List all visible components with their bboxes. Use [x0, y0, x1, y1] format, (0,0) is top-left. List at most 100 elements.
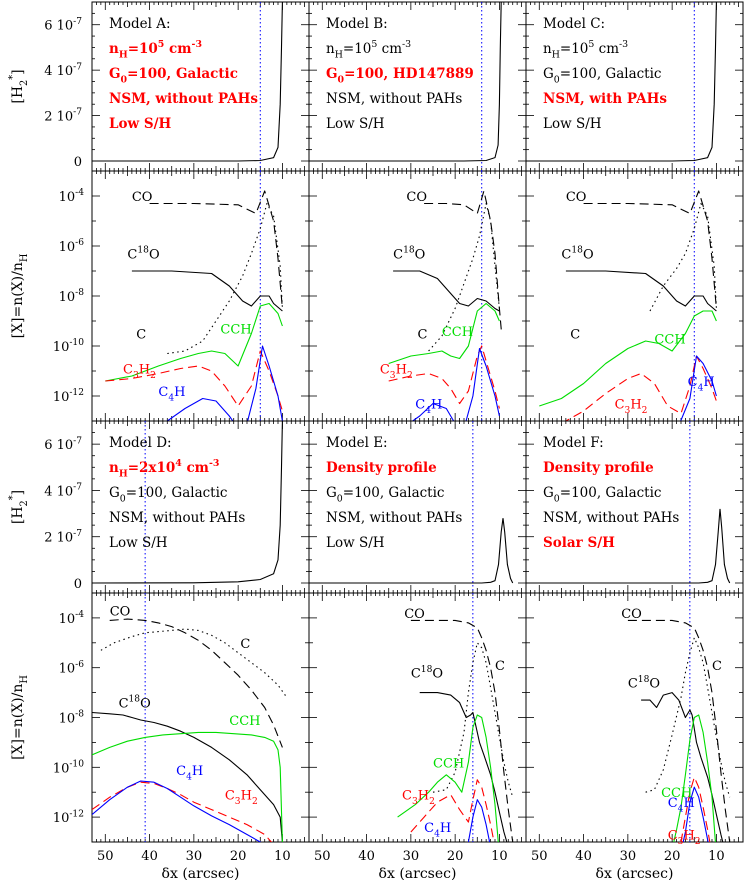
species-label-C4H-F: C4H — [668, 796, 695, 815]
curve-C3H2-A — [105, 350, 283, 412]
species-label-CCH-F: CCH — [661, 786, 692, 801]
h2-tick-label: 0 — [74, 155, 82, 170]
species-label-CO-B: CO — [406, 190, 427, 205]
curve-C-B — [428, 202, 500, 352]
species-label-C3H2-A: C3H2 — [123, 363, 156, 382]
curve-C18O-B — [393, 270, 500, 312]
abundance-axis-title: [X]=n(X)/nH — [10, 254, 30, 339]
h2-tick-label: 6 10-7 — [44, 17, 82, 34]
species-label-C18O-B: C18O — [393, 246, 425, 263]
abundance-panel-frame-F — [525, 592, 744, 843]
species-label-C4H-D: C4H — [176, 764, 203, 783]
model-label-E-0: Model E: — [326, 435, 388, 451]
species-label-CO-C: CO — [566, 190, 587, 205]
curve-CO-D — [109, 618, 283, 748]
species-label-C-A: C — [136, 328, 146, 343]
curve-C-E — [432, 642, 514, 798]
species-label-C18O-D: C18O — [119, 695, 151, 712]
curve-CCH-D — [92, 731, 283, 842]
species-label-C3H2-B: C3H2 — [380, 363, 413, 382]
species-label-C18O-F: C18O — [628, 675, 660, 692]
curve-C18O-A — [131, 270, 283, 312]
ab-tick-label: 10-4 — [59, 610, 85, 627]
abundance-axis-title: [X]=n(X)/nH — [10, 675, 30, 760]
species-label-C-D: C — [240, 637, 250, 652]
h2-axis-title: [H2*] — [8, 69, 30, 103]
h2-tick-label: 0 — [74, 577, 82, 592]
model-label-D-2: G0=100, Galactic — [109, 485, 228, 505]
ab-tick-label: 10-8 — [59, 288, 85, 305]
species-label-C-C: C — [570, 328, 580, 343]
species-label-CCH-C: CCH — [654, 333, 685, 348]
curve-CO-A — [149, 190, 283, 309]
species-label-C18O-C: C18O — [561, 246, 593, 263]
curve-C4H-D — [92, 780, 262, 842]
model-label-B-0: Model B: — [326, 16, 388, 32]
species-label-CO-D: CO — [110, 604, 131, 619]
species-label-C3H2-F: C3H2 — [668, 829, 701, 848]
species-label-C3H2-D: C3H2 — [225, 789, 258, 808]
model-label-A-2: G0=100, Galactic — [109, 66, 238, 86]
model-label-C-3: NSM, with PAHs — [543, 91, 667, 107]
curve-CO-F — [627, 619, 731, 842]
x-tick-label: 10 — [274, 849, 291, 864]
curve-C3H2-F — [680, 776, 711, 842]
model-label-E-4: Low S/H — [326, 535, 385, 551]
ab-tick-label: 10-6 — [59, 660, 85, 677]
x-tick-label: 20 — [230, 849, 247, 864]
model-label-A-1: nH=105 cm-3 — [109, 39, 202, 61]
ab-tick-label: 10-12 — [53, 388, 84, 405]
model-label-C-2: G0=100, Galactic — [543, 66, 662, 86]
model-label-F-2: G0=100, Galactic — [543, 485, 662, 505]
ab-tick-label: 10-10 — [53, 338, 84, 355]
x-tick-label: 40 — [575, 849, 592, 864]
curve-C-C — [649, 202, 717, 312]
model-label-B-4: Low S/H — [326, 116, 385, 132]
species-label-CCH-A: CCH — [220, 323, 251, 338]
curve-CCH-C — [539, 310, 717, 407]
x-tick-label: 10 — [491, 849, 508, 864]
curve-CCH-F — [673, 714, 716, 842]
species-label-CCH-D: CCH — [229, 714, 260, 729]
ab-tick-label: 10-4 — [59, 188, 85, 205]
x-tick-label: 20 — [447, 849, 464, 864]
curve-CO-E — [410, 619, 514, 842]
x-tick-label: 50 — [531, 849, 548, 864]
curve-C4H-B — [411, 347, 500, 421]
h2-tick-label: 2 10-7 — [44, 529, 82, 546]
ab-tick-label: 10-6 — [59, 238, 85, 255]
species-label-CCH-B: CCH — [442, 325, 473, 340]
x-tick-label: 30 — [403, 849, 420, 864]
curve-C18O-F — [641, 692, 724, 842]
x-tick-label: 10 — [708, 849, 725, 864]
model-label-B-2: G0=100, HD147889 — [326, 66, 474, 86]
species-label-CO-A: CO — [132, 190, 153, 205]
curve-CCH-A — [105, 302, 283, 382]
x-tick-label: 50 — [314, 849, 331, 864]
curve-C3H2-C — [564, 355, 717, 421]
ab-tick-label: 10-12 — [53, 809, 84, 826]
model-label-A-3: NSM, without PAHs — [109, 91, 258, 107]
species-label-C3H2-C: C3H2 — [615, 398, 648, 417]
species-label-C3H2-E: C3H2 — [402, 789, 435, 808]
species-label-C4H-E: C4H — [424, 821, 451, 840]
model-label-D-1: nH=2x104 cm-3 — [109, 458, 219, 480]
h2-curve-A — [92, 2, 283, 162]
model-label-C-4: Low S/H — [543, 116, 602, 132]
x-tick-label: 20 — [664, 849, 681, 864]
model-label-B-1: nH=105 cm-3 — [326, 39, 411, 61]
model-label-B-3: NSM, without PAHs — [326, 91, 462, 107]
model-label-F-4: Solar S/H — [543, 535, 615, 551]
species-label-CCH-E: CCH — [433, 756, 464, 771]
x-tick-label: 50 — [97, 849, 114, 864]
species-label-C-F: C — [712, 659, 722, 674]
model-label-E-2: G0=100, Galactic — [326, 485, 445, 505]
model-label-A-0: Model A: — [109, 16, 171, 32]
x-tick-label: 40 — [358, 849, 375, 864]
model-label-A-4: Low S/H — [109, 116, 171, 132]
model-label-E-3: NSM, without PAHs — [326, 510, 462, 526]
curve-CO-C — [583, 190, 717, 309]
curve-C4H-C — [680, 355, 717, 421]
species-label-C-B: C — [418, 328, 428, 343]
